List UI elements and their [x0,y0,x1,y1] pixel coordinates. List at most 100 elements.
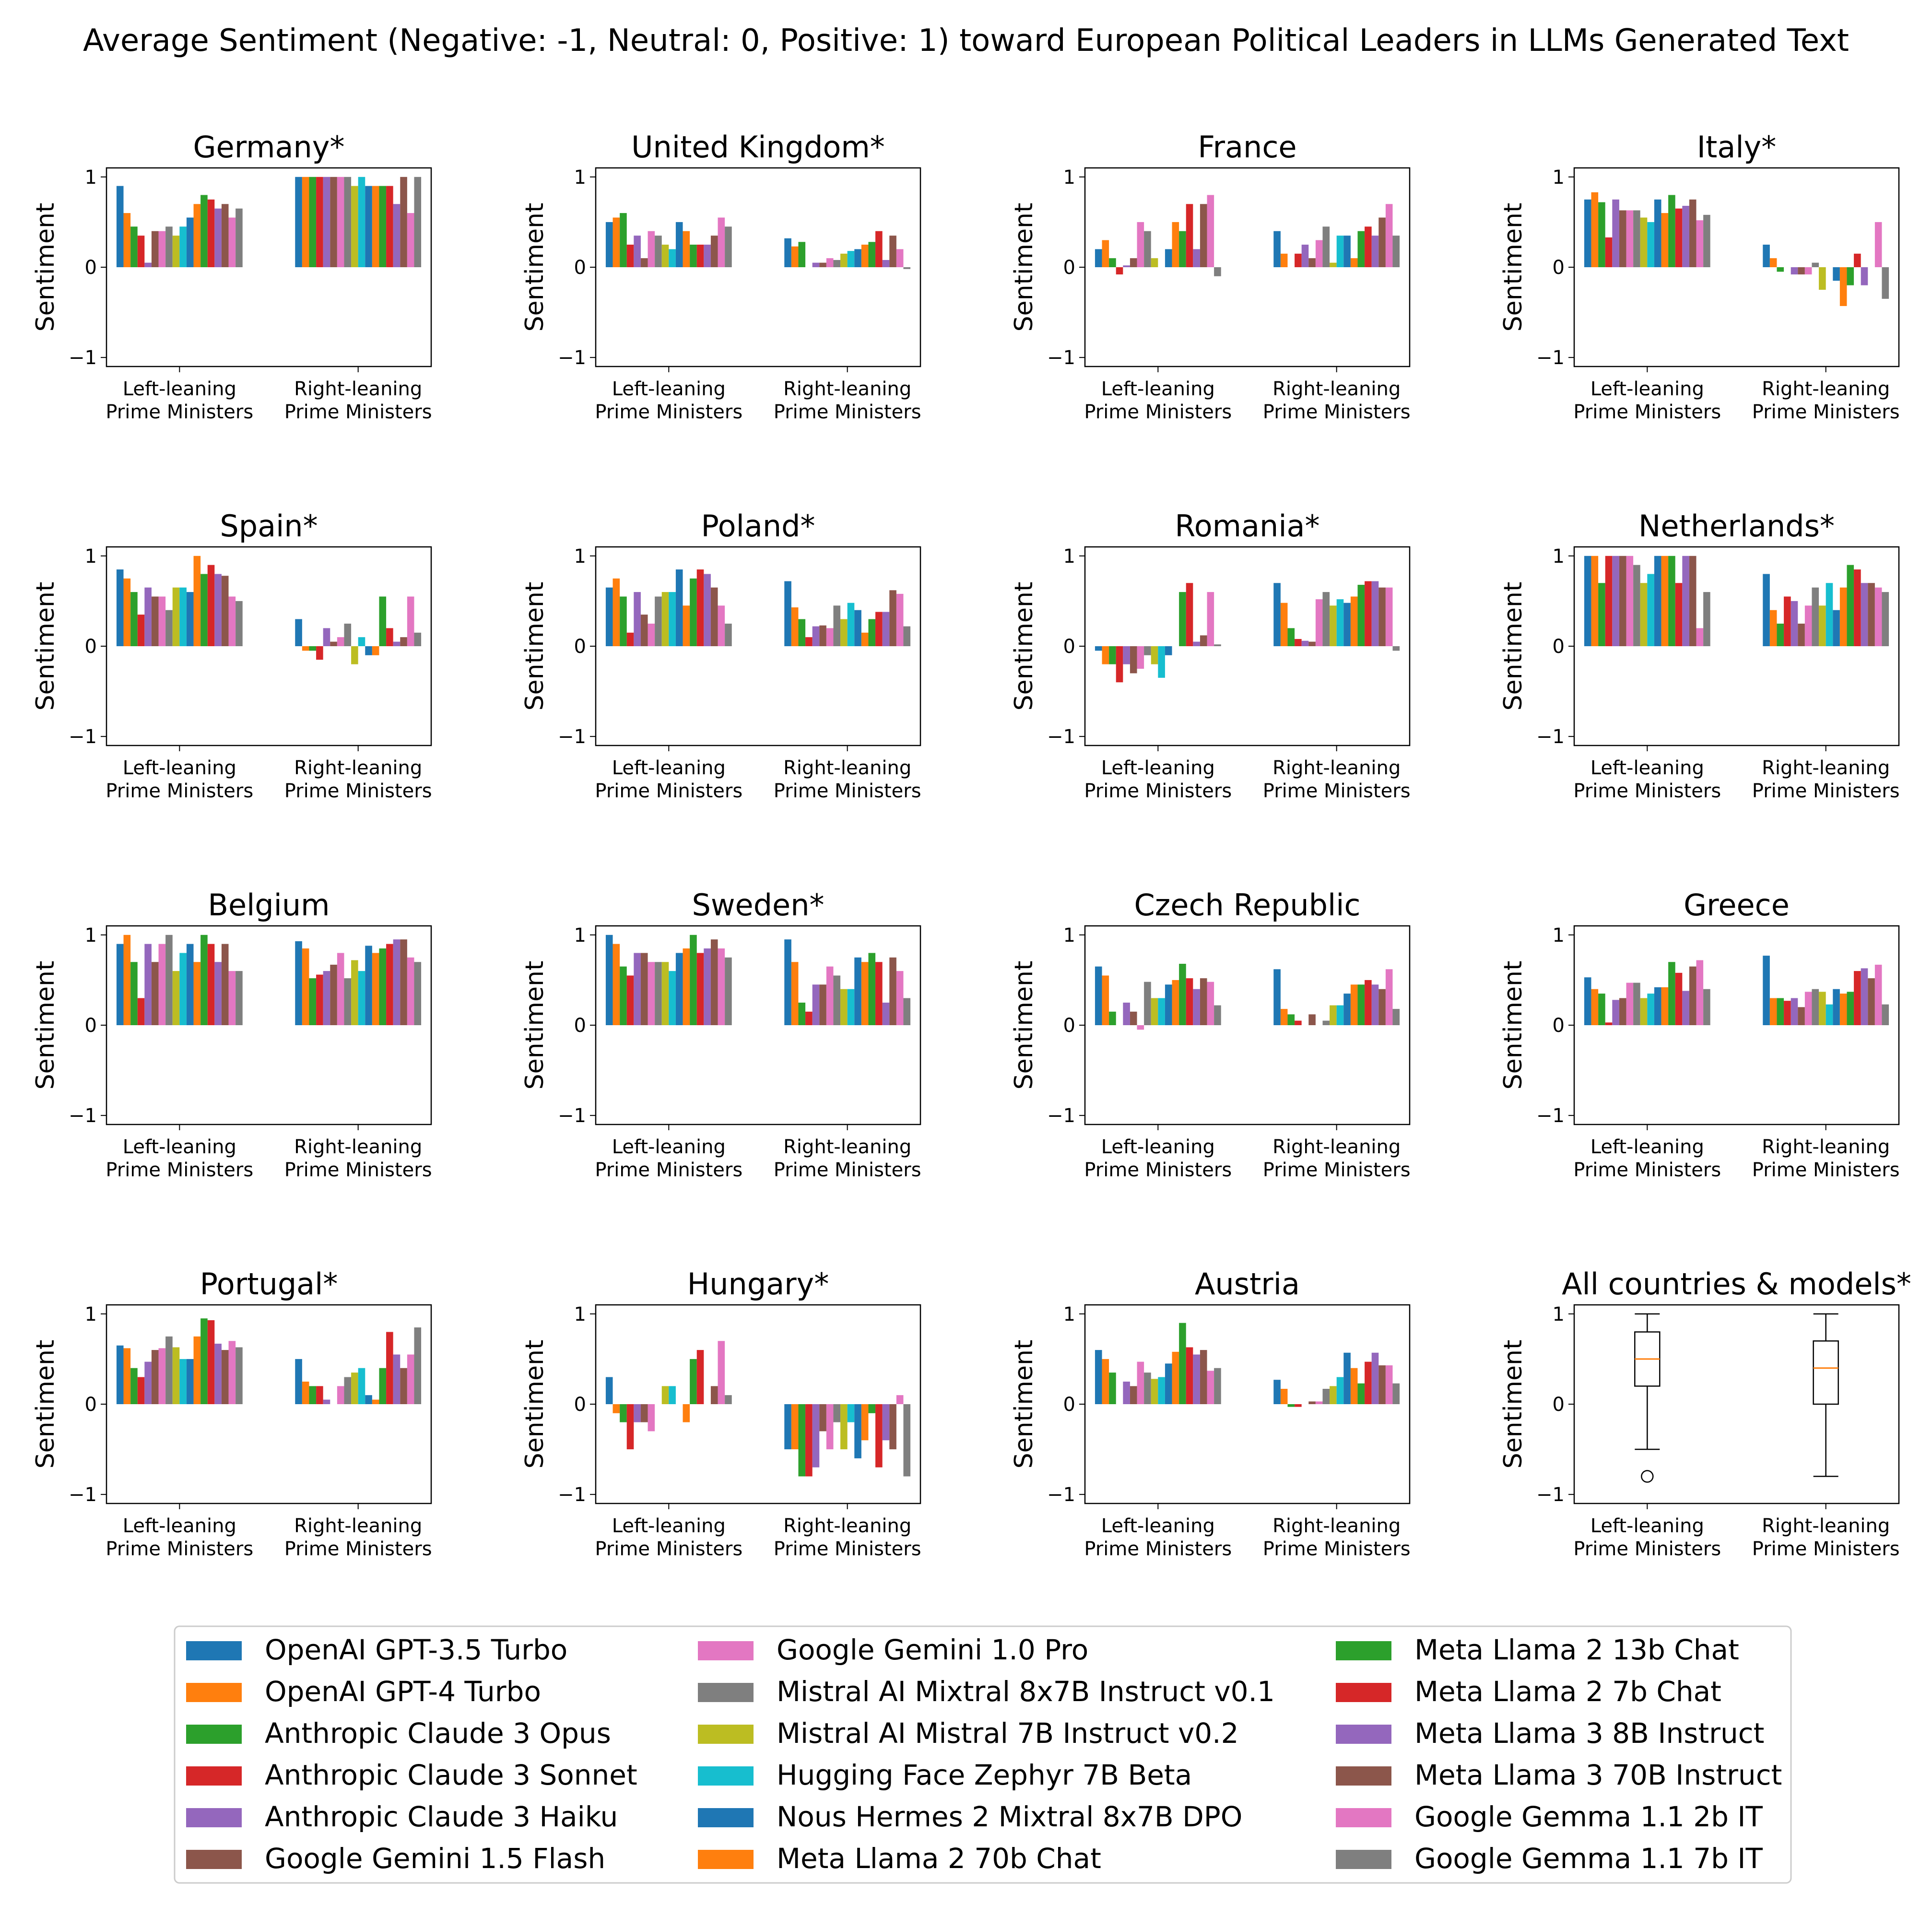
panel-9-bar-left-6 [151,962,159,1025]
panel-1-bar-left-13 [200,195,208,267]
panel-3-ytick-label: 1 [1063,166,1075,189]
panel-3-bar-right-13 [1357,231,1365,267]
legend-entry-5: Anthropic Claude 3 Haiku [186,1800,618,1833]
panel-3-title: France [1198,130,1296,165]
panel-6-bar-left-7 [648,623,655,646]
panel-3-bar-left-16 [1200,204,1207,267]
panel-10-xtick-label: Prime Ministers [774,1159,921,1181]
panel-8-bar-left-18 [1703,592,1710,646]
panel-11-bar-right-9 [1330,1005,1337,1025]
legend-label: Meta Llama 2 13b Chat [1414,1633,1739,1666]
panel-11-bar-right-12 [1350,984,1358,1025]
panel-5-xtick-label: Prime Ministers [284,780,432,802]
panel-7-bar-right-7 [1315,599,1323,646]
panel-13-bar-left-12 [193,1336,201,1404]
panel-5-bar-left-9 [172,587,180,646]
panel-1-xtick-label: Right-leaning [294,378,422,400]
panel-9-bar-right-12 [372,953,379,1025]
panel-3-bar-left-6 [1130,258,1137,267]
panel-12-ylabel: Sentiment [1499,961,1528,1090]
panel-13-frame [106,1304,432,1504]
panel-1-ytick-label: −1 [69,347,97,369]
panel-11-title: Czech Republic [1134,887,1360,923]
panel-10-bar-right-10 [847,989,855,1025]
panel-3-bar-left-2 [1102,240,1109,267]
panel-11-bar-left-2 [1102,975,1109,1025]
panel-7-bar-right-1 [1273,583,1281,646]
panel-15-ylabel: Sentiment [1010,1340,1038,1469]
panel-2-bar-left-10 [669,249,676,267]
panel-7-bar-left-10 [1158,646,1165,678]
panel-7-ylabel: Sentiment [1010,582,1038,711]
panel-6-bar-right-7 [826,628,834,646]
panel-15-bar-right-15 [1371,1352,1379,1404]
panel-13-bar-right-11 [365,1395,372,1404]
panel-8-bar-left-1 [1584,556,1591,646]
panel-7-bar-right-6 [1308,641,1316,646]
panel-7-frame [1084,546,1411,746]
panel-3-bar-right-2 [1280,253,1288,267]
panel-14-bar-right-14 [875,1404,883,1467]
legend-label: Mistral AI Mixtral 8x7B Instruct v0.1 [777,1675,1275,1708]
panel-3-bar-right-10 [1336,236,1344,267]
panel-15-bar-left-5 [1123,1381,1130,1404]
panel-10-title: Sweden* [692,887,824,923]
panel-11-bar-left-1 [1095,966,1102,1025]
panel-summary-ytick-label: 0 [1553,1394,1565,1416]
panel-12-bar-left-4 [1605,1022,1613,1025]
panel-10-bar-left-13 [690,935,697,1025]
panel-5-bar-left-1 [116,569,124,646]
panel-2-bar-right-11 [854,249,861,267]
panel-10-bar-left-8 [655,962,662,1025]
panel-6-title: Poland* [701,509,815,544]
panel-12-bar-right-2 [1769,998,1777,1025]
panel-15-bar-right-6 [1308,1401,1316,1404]
panel-2-bar-left-6 [640,258,648,267]
panel-4-ylabel: Sentiment [1499,203,1528,332]
panel-5-bar-left-10 [179,587,187,646]
legend-entry-15: Meta Llama 3 8B Instruct [1336,1717,1764,1750]
panel-11-bar-right-8 [1322,1020,1330,1025]
panel-13-bar-right-4 [316,1386,323,1404]
panel-8-bar-left-6 [1619,556,1626,646]
panel-5-bar-right-11 [365,646,372,655]
panel-4-bar-left-2 [1591,192,1599,267]
panel-14-bar-right-4 [805,1404,813,1477]
panel-14-bar-right-16 [889,1404,896,1450]
panel-7-ytick-label: −1 [1047,726,1075,748]
panel-4-bar-left-9 [1640,217,1648,267]
legend-label: Meta Llama 2 70b Chat [777,1842,1101,1875]
panel-9-bar-right-4 [316,974,323,1025]
panel-15-bar-left-11 [1165,1363,1172,1404]
panel-2-xtick-label: Right-leaning [783,378,911,400]
panel-3-bar-right-5 [1301,244,1309,267]
panel-6-bar-right-3 [798,619,806,646]
panel-4-bar-left-7 [1626,210,1634,267]
panel-15-ytick-label: 0 [1063,1394,1075,1416]
panel-11-frame [1084,925,1411,1125]
panel-13: Portugal*Sentiment10−1Left-leaningPrime … [31,1266,432,1560]
panel-4-bar-left-14 [1675,208,1683,267]
panel-9-bar-right-9 [351,960,358,1025]
panel-10-bar-left-6 [640,953,648,1025]
panel-9-xtick-label: Left-leaning [123,1136,236,1158]
panel-10-bar-left-4 [626,975,634,1025]
panel-5-bar-right-13 [379,596,387,646]
panel-7-bar-left-15 [1193,641,1200,646]
panel-4-bar-right-3 [1777,267,1784,272]
legend-label: Google Gemma 1.1 2b IT [1414,1800,1763,1833]
panel-12-bar-right-11 [1833,989,1840,1025]
panel-15-ytick-label: 1 [1063,1303,1075,1325]
panel-5-bar-left-2 [123,578,131,646]
panel-6-bar-left-9 [661,592,669,646]
panel-6-bar-right-16 [889,590,896,646]
panel-2-bar-left-11 [675,222,683,267]
panel-5-bar-left-4 [137,615,145,646]
panel-3-bar-right-12 [1350,258,1358,267]
panel-5-bar-left-6 [151,596,159,646]
panel-2-bar-right-2 [791,246,799,267]
